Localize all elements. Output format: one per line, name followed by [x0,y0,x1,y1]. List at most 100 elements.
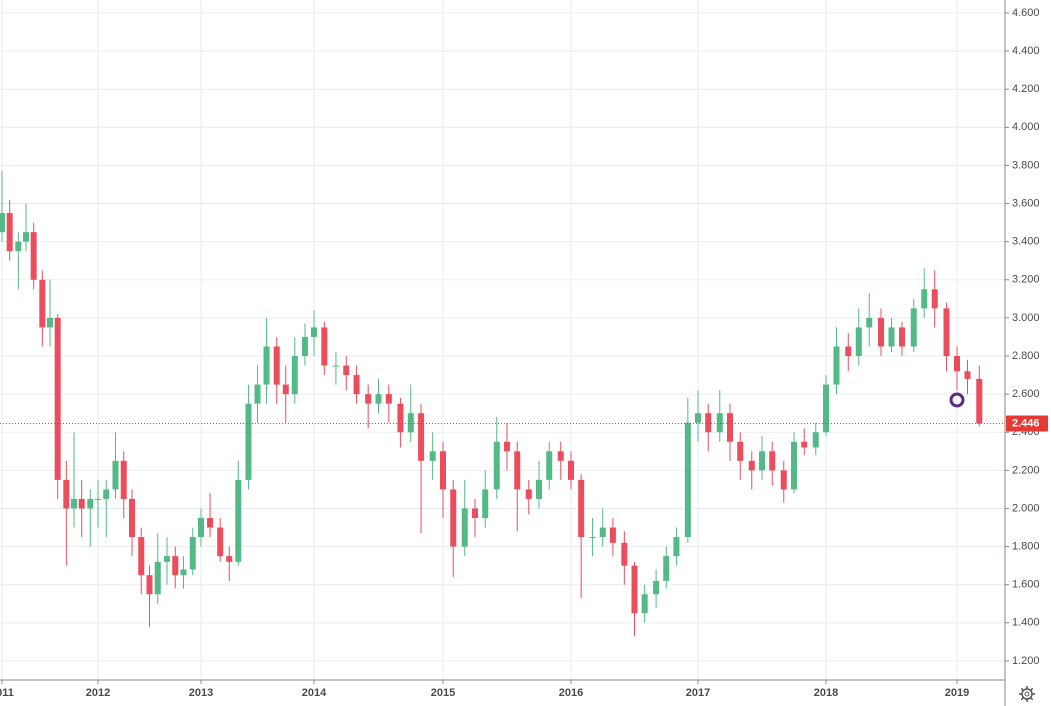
candle-body [716,413,723,433]
candle-body [845,346,852,357]
candle-body [273,346,280,385]
candle-body [164,556,171,562]
y-tick-label: 2.800 [1012,350,1040,362]
candle-body [407,413,414,433]
candle-body [823,384,829,433]
y-tick-label: 1.400 [1012,617,1040,629]
candle-body [536,479,542,499]
x-tick-label: 2011 [0,687,14,699]
candle-body [641,594,648,614]
candle-body [385,394,392,404]
candle-body [673,537,680,557]
y-tick-label: 3.400 [1012,236,1040,248]
candle-body [780,470,787,490]
candle-body [0,213,5,233]
candle-body [198,518,204,538]
x-tick-label: 2012 [86,687,110,699]
candle-body [291,356,298,395]
candle-body [301,336,308,357]
y-tick-label: 3.200 [1012,274,1040,286]
candle-body [504,441,510,452]
y-tick-label: 4.200 [1012,83,1040,95]
candle-body [54,317,61,480]
candle-body [878,317,885,347]
candle-body [63,479,70,509]
candle-body [47,317,53,328]
candle-body [801,441,808,448]
candle-body [263,346,270,385]
candle-body [418,413,425,461]
candle-body [87,498,94,509]
last-price-label: 2.446 [1012,417,1040,429]
y-tick-label: 1.800 [1012,540,1040,552]
candle-body [759,451,765,471]
y-tick-label: 1.200 [1012,655,1040,667]
candle-body [282,384,289,395]
candle-body [103,489,110,499]
candle-body [128,498,135,538]
candle-body [812,432,819,448]
candle-body [78,498,85,509]
candle-body [112,460,119,490]
x-tick-label: 2019 [945,687,969,699]
candle-body [684,422,691,538]
candle-body [207,518,214,528]
candle-body [525,489,532,499]
candle-body [375,394,382,404]
y-tick-label: 2.200 [1012,464,1040,476]
candle-body [15,241,22,252]
candle-body [235,479,242,562]
x-tick-label: 2017 [686,687,710,699]
candle-body [769,451,776,471]
candle-body [609,527,616,543]
candle-body [461,508,468,547]
y-tick-label: 4.000 [1012,121,1040,133]
candle-body [663,556,670,581]
candle-body [71,498,77,509]
candle-body [332,365,339,367]
candle-body [943,308,950,357]
candle-body [353,375,360,395]
y-tick-label: 4.600 [1012,7,1040,19]
candle-body [138,537,145,576]
candle-body [888,327,895,347]
candle-body [226,556,233,562]
candle-body [321,327,328,366]
candle-body [39,279,46,328]
candle-body [546,451,553,480]
candle-body [397,403,404,433]
y-tick-label: 3.800 [1012,159,1040,171]
candle-body [964,371,971,379]
candle-body [621,542,628,566]
candle-body [180,569,187,576]
candle-body [23,232,29,242]
settings-icon[interactable] [1019,686,1035,702]
y-tick-label: 3.000 [1012,312,1040,324]
candle-body [910,308,917,347]
candle-body [898,327,905,347]
candle-body [578,479,585,538]
candle-body [172,556,179,576]
candle-body [653,580,660,595]
y-tick-label: 2.000 [1012,502,1040,514]
candle-body [921,289,928,309]
candle-body [95,498,101,500]
x-tick-label: 2016 [559,687,583,699]
candle-body [705,413,712,433]
candle-body [254,384,261,404]
axes: 1.2001.4001.6001.8002.0002.2002.4002.600… [0,7,1048,699]
candle-body [866,317,873,328]
x-tick-label: 2015 [431,687,455,699]
candle-body [748,460,755,471]
y-tick-label: 2.600 [1012,388,1040,400]
candle-body [737,441,744,461]
candle-body [429,451,436,461]
candle-body [365,394,372,404]
candle-body [557,451,564,461]
candle-body [791,441,797,490]
x-tick-label: 2018 [814,687,838,699]
candle-body [931,289,938,309]
candle-body [154,561,161,595]
candle-body [440,451,446,490]
